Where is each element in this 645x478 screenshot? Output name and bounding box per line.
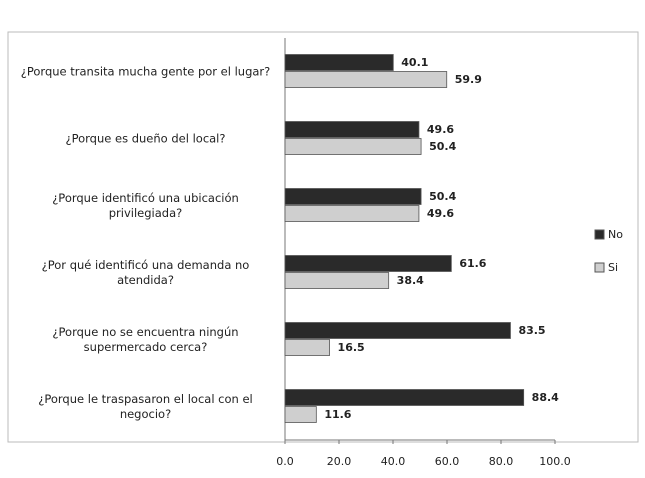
- bar: [284, 406, 317, 423]
- bar: [284, 322, 511, 339]
- bar: [284, 71, 448, 88]
- value-label: 50.4: [429, 140, 456, 153]
- category-label: ¿Por qué identificó una demanda no atend…: [41, 257, 250, 287]
- bar: [284, 339, 330, 356]
- bar: [284, 121, 420, 138]
- value-label: 49.6: [427, 123, 454, 136]
- bar: [284, 54, 394, 71]
- x-tick-label: 40.0: [381, 455, 406, 468]
- value-label: 38.4: [397, 274, 424, 287]
- value-label: 61.6: [459, 257, 486, 270]
- x-tick-label: 60.0: [435, 455, 460, 468]
- x-tick-label: 100.0: [539, 455, 571, 468]
- value-label: 16.5: [338, 341, 365, 354]
- value-label: 88.4: [532, 391, 559, 404]
- legend-label: Si: [608, 261, 618, 274]
- category-label: ¿Porque transita mucha gente por el luga…: [20, 64, 271, 78]
- legend-label: No: [608, 228, 623, 241]
- x-tick-label: 20.0: [327, 455, 352, 468]
- bar: [284, 272, 390, 289]
- bar: [284, 255, 452, 272]
- value-label: 49.6: [427, 207, 454, 220]
- category-label: ¿Porque es dueño del local?: [65, 131, 226, 145]
- value-label: 11.6: [324, 408, 351, 421]
- category-label: ¿Porque identificó una ubicación privile…: [52, 190, 239, 220]
- bar: [284, 138, 422, 155]
- legend-swatch: [594, 229, 605, 240]
- x-tick-label: 80.0: [489, 455, 514, 468]
- bar: [284, 205, 420, 222]
- value-label: 40.1: [401, 56, 428, 69]
- bar: [284, 188, 422, 205]
- value-label: 59.9: [455, 73, 482, 86]
- category-label: ¿Porque no se encuentra ningún supermerc…: [52, 324, 239, 354]
- value-label: 50.4: [429, 190, 456, 203]
- category-label: ¿Porque le traspasaron el local con el n…: [38, 391, 253, 421]
- x-tick-label: 0.0: [276, 455, 294, 468]
- chart-frame: [7, 31, 639, 443]
- bar: [284, 389, 525, 406]
- legend-swatch: [594, 262, 605, 273]
- value-label: 83.5: [518, 324, 545, 337]
